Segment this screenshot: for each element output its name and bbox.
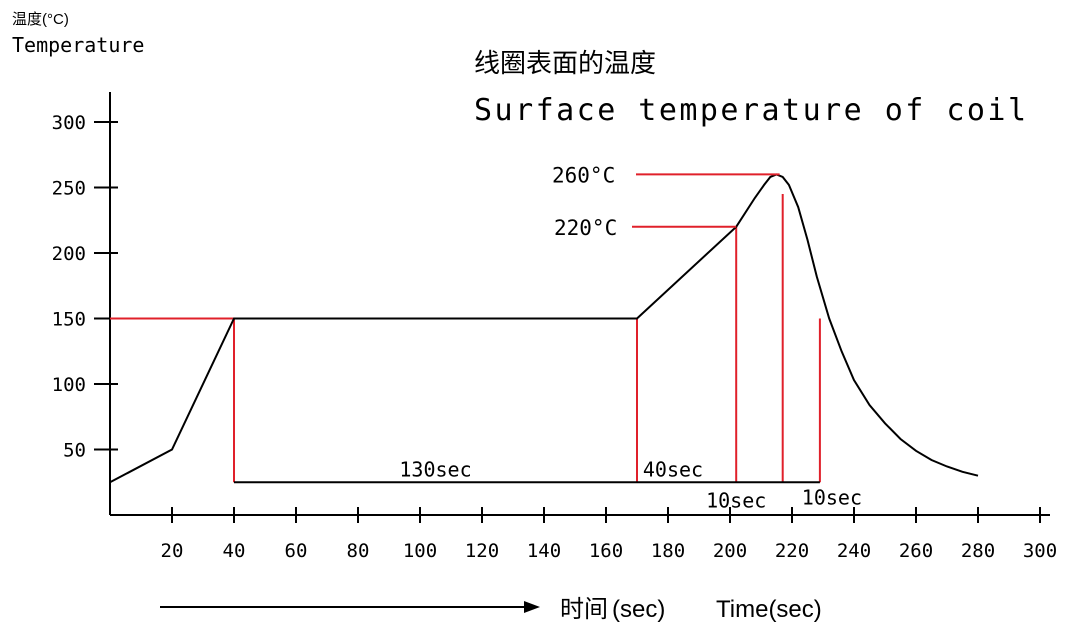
x-tick-label: 260	[899, 540, 933, 562]
x-axis-label-en: Time(sec)	[716, 596, 822, 623]
x-tick-label: 20	[161, 540, 184, 562]
peak-temp-label: 260°C	[552, 163, 615, 187]
y-tick-label: 200	[52, 243, 86, 265]
y-axis-label-en: Temperature	[12, 33, 144, 57]
x-tick-label: 160	[589, 540, 623, 562]
marker-lines	[110, 194, 821, 484]
x-tick-label: 40	[223, 540, 246, 562]
y-tick-label: 100	[52, 374, 86, 396]
x-tick-label: 80	[347, 540, 370, 562]
x-axis-arrow	[160, 601, 540, 613]
tick-group: 20 40 60 80 100 120 140 160 180 200 220 240 260 280 30…	[52, 112, 1057, 562]
series-group	[109, 173, 979, 484]
x-tick-label: 280	[961, 540, 995, 562]
x-tick-label: 300	[1023, 540, 1057, 562]
y-tick-label: 50	[63, 440, 86, 462]
x-tick-label: 140	[527, 540, 561, 562]
duration-label: 130sec	[399, 457, 471, 481]
x-axis-label-cn: 时间	[560, 596, 608, 623]
x-tick-label: 120	[465, 540, 499, 562]
chart-title-en: Surface temperature of coil	[474, 93, 1026, 128]
x-tick-label: 240	[837, 540, 871, 562]
x-tick-label: 100	[403, 540, 437, 562]
duration-label: 40sec	[643, 457, 703, 481]
duration-label: 10sec	[802, 485, 862, 509]
y-tick-label: 150	[52, 309, 86, 331]
y-tick-label: 300	[52, 112, 86, 134]
x-tick-label: 60	[285, 540, 308, 562]
chart-title-cn: 线圈表面的温度	[474, 48, 656, 78]
axes	[109, 92, 1050, 516]
duration-label: 10sec	[706, 488, 766, 512]
mid-temp-label: 220°C	[554, 216, 617, 240]
x-tick-label: 200	[713, 540, 747, 562]
x-axis-label-unit: (sec)	[612, 596, 665, 623]
temperature-curve	[109, 173, 979, 484]
y-tick-label: 250	[52, 178, 86, 200]
x-tick-label: 220	[775, 540, 809, 562]
y-axis-label-cn: 温度(°C)	[12, 11, 69, 28]
x-tick-label: 180	[651, 540, 685, 562]
